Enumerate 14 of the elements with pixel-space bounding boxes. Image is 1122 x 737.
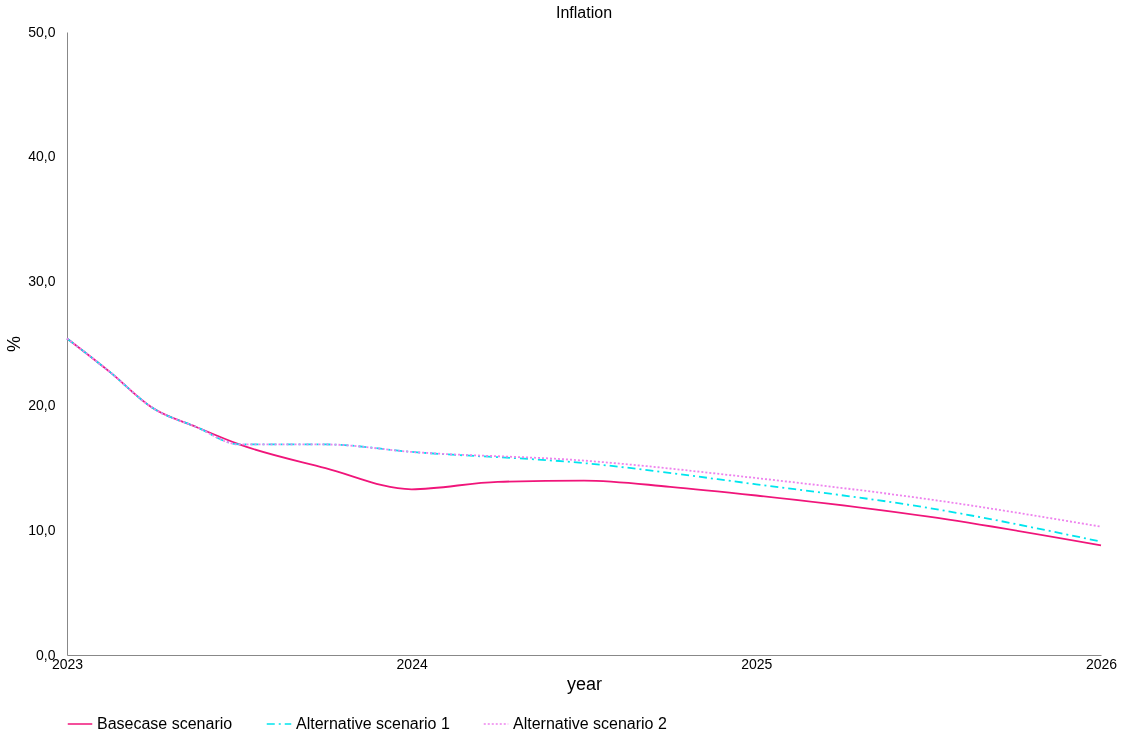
legend-label: Alternative scenario 1 bbox=[296, 715, 450, 732]
x-tick-label: 2024 bbox=[396, 655, 428, 672]
chart-title: Inflation bbox=[555, 4, 613, 21]
y-tick-label: 30,0 bbox=[28, 272, 56, 289]
x-tick-label: 2026 bbox=[1085, 655, 1118, 672]
legend-label: Alternative scenario 2 bbox=[513, 715, 667, 732]
legend-label: Basecase scenario bbox=[97, 715, 233, 732]
y-tick-label: 10,0 bbox=[28, 521, 56, 538]
y-axis-title: % bbox=[4, 335, 25, 353]
x-axis-title: year bbox=[566, 673, 603, 694]
y-tick-label: 50,0 bbox=[28, 23, 56, 40]
x-tick-label: 2025 bbox=[741, 655, 773, 672]
y-tick-label: 20,0 bbox=[28, 397, 56, 414]
y-tick-label: 40,0 bbox=[28, 148, 56, 165]
